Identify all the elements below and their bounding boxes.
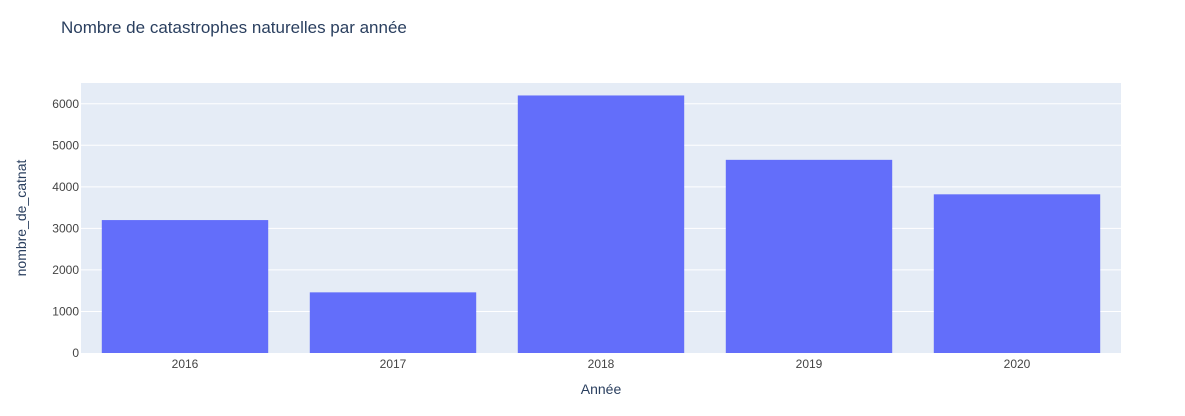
x-tick-label: 2016 bbox=[172, 357, 199, 371]
x-tick-label: 2018 bbox=[588, 357, 615, 371]
bar-2018[interactable] bbox=[517, 95, 685, 353]
bar-2017[interactable] bbox=[309, 292, 477, 353]
bars bbox=[101, 95, 1101, 353]
x-axis-ticks: 2016 2017 2018 2019 2020 bbox=[172, 357, 1031, 371]
y-tick-label: 2000 bbox=[52, 263, 79, 277]
y-tick-label: 5000 bbox=[52, 138, 79, 152]
x-tick-label: 2019 bbox=[796, 357, 823, 371]
bar-2019[interactable] bbox=[725, 159, 893, 353]
y-tick-label: 6000 bbox=[52, 97, 79, 111]
x-axis-title: Année bbox=[581, 381, 622, 397]
bar-2020[interactable] bbox=[933, 194, 1101, 353]
x-tick-label: 2020 bbox=[1004, 357, 1031, 371]
y-tick-label: 0 bbox=[72, 346, 79, 360]
y-tick-label: 1000 bbox=[52, 304, 79, 318]
y-axis-title: nombre_de_catnat bbox=[13, 160, 29, 277]
bar-2016[interactable] bbox=[101, 220, 269, 353]
x-tick-label: 2017 bbox=[380, 357, 407, 371]
y-axis-ticks: 0 1000 2000 3000 4000 5000 6000 bbox=[52, 97, 79, 360]
y-tick-label: 4000 bbox=[52, 180, 79, 194]
y-tick-label: 3000 bbox=[52, 221, 79, 235]
chart-title: Nombre de catastrophes naturelles par an… bbox=[61, 18, 407, 37]
